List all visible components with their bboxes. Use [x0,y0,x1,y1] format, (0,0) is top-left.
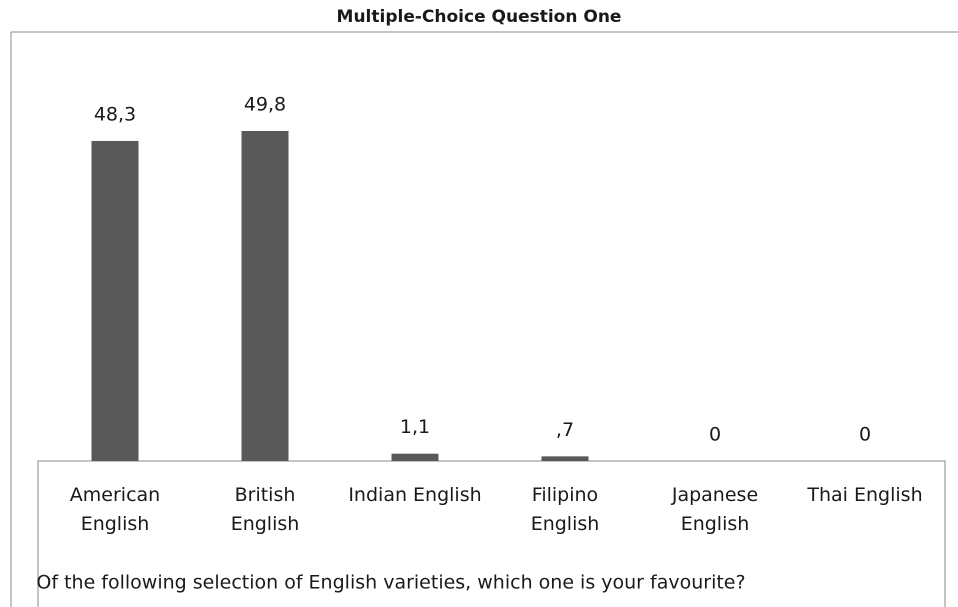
data-label: ,7 [556,419,574,441]
bar [91,140,139,461]
x-tick-label: Indian English [348,484,482,506]
x-tick-label: Filipino English [530,484,600,535]
data-label: 49,8 [244,94,286,116]
category-box [37,460,946,607]
x-tick-label: British English [230,484,300,535]
x-tick-label: Japanese English [671,484,759,535]
data-label: 48,3 [94,103,136,125]
x-axis-title: Of the following selection of English va… [36,572,745,594]
data-label: 1,1 [400,416,430,438]
data-label: 0 [859,424,871,446]
bar [391,453,439,461]
bar [241,131,289,461]
data-label: 0 [709,424,721,446]
chart-title: Multiple-Choice Question One [337,7,622,27]
x-tick-label: American English [69,484,161,535]
bar [541,456,589,461]
x-tick-label: Thai English [807,484,923,506]
